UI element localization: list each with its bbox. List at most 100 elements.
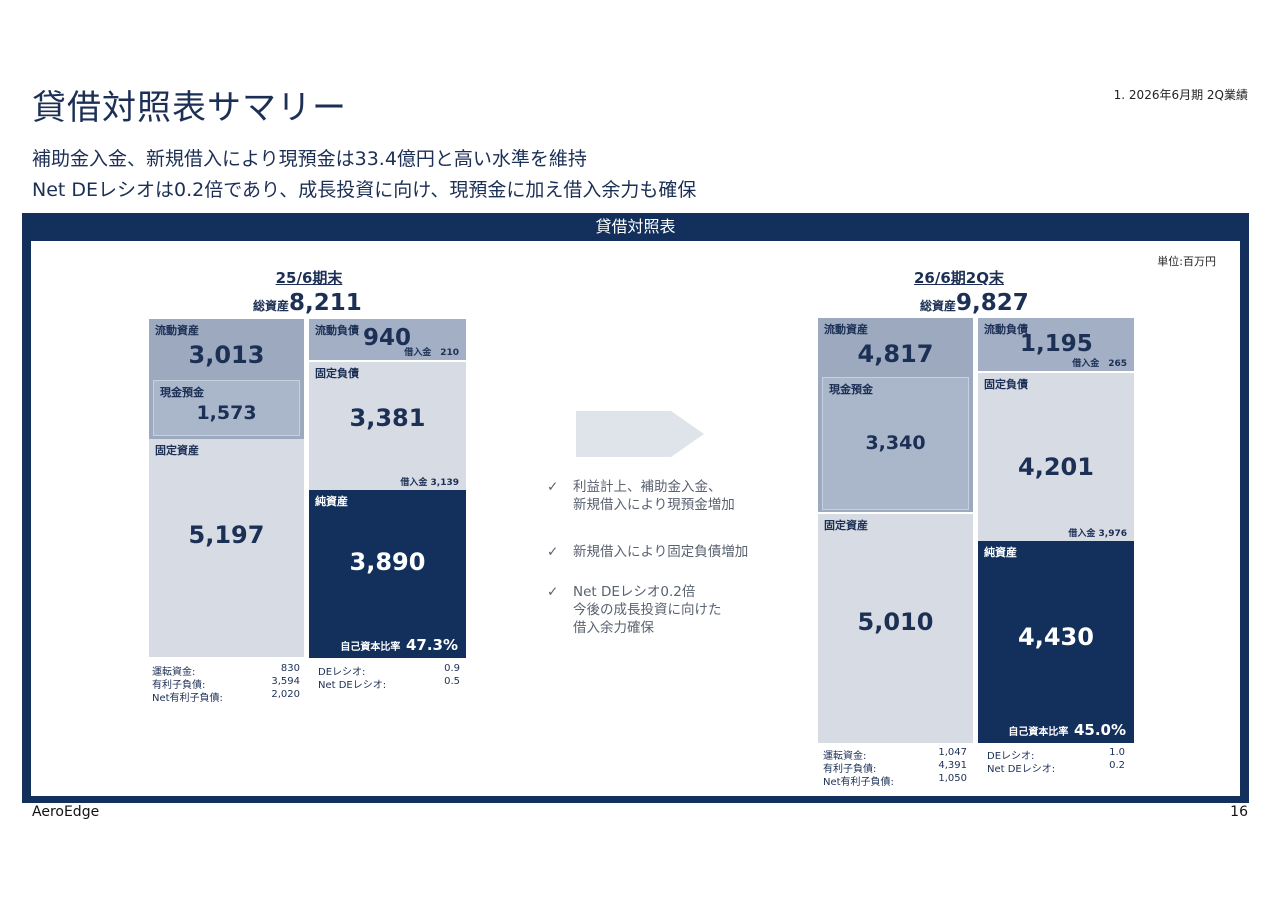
left-fixed-borrowings: 借入金 3,139	[400, 478, 459, 488]
left-fixed-liabilities-block: 固定負債 3,381 借入金 3,139	[309, 362, 466, 490]
metric-label: Net有利子負債:	[823, 777, 894, 788]
right-fixed-borrowings: 借入金 3,976	[1068, 529, 1127, 539]
metric-label: 運転資金:	[823, 751, 867, 762]
right-metrics-debt: 運転資金: 1,047 有利子負債: 4,391 Net有利子負債: 1,050	[823, 747, 967, 788]
metric-row: Net DEレシオ: 0.2	[987, 760, 1125, 775]
left-current-liabilities-label: 流動負債	[315, 324, 359, 337]
left-equity-ratio-value: 47.3%	[405, 636, 458, 654]
metric-value: 3,594	[271, 676, 300, 687]
metric-value: 1.0	[1109, 747, 1125, 758]
left-fixed-liabilities-label: 固定負債	[315, 367, 359, 380]
right-cash-label: 現金預金	[829, 383, 873, 396]
metric-value: 0.5	[444, 676, 460, 687]
left-metrics-ratio: DEレシオ: 0.9 Net DEレシオ: 0.5	[318, 663, 460, 691]
right-period-label: 26/6期2Q末	[914, 269, 1004, 287]
point-item-3: ✓ Net DEレシオ0.2倍 今後の成長投資に向けた 借入余力確保	[547, 583, 722, 637]
left-equity-ratio: 自己資本比率 47.3%	[340, 635, 458, 654]
right-fixed-liabilities-block: 固定負債 4,201 借入金 3,976	[978, 373, 1134, 541]
metric-label: 有利子負債:	[823, 764, 877, 775]
page-title: 貸借対照表サマリー	[32, 88, 347, 128]
check-icon: ✓	[547, 544, 559, 560]
left-fixed-assets-label: 固定資産	[155, 444, 199, 457]
right-total-assets: 総資産9,827	[920, 290, 1029, 316]
metric-row: Net有利子負債: 2,020	[152, 689, 300, 704]
right-current-assets-value: 4,817	[857, 340, 934, 368]
left-cash-value: 1,573	[196, 402, 257, 424]
metric-row: 有利子負債: 4,391	[823, 760, 967, 775]
right-arrow-icon	[576, 411, 704, 457]
right-equity-ratio-value: 45.0%	[1073, 721, 1126, 739]
right-cash-value: 3,340	[865, 432, 926, 454]
point-text: Net DEレシオ0.2倍 今後の成長投資に向けた 借入余力確保	[573, 584, 722, 636]
left-current-assets-value: 3,013	[188, 341, 265, 369]
right-fixed-assets-label: 固定資産	[824, 519, 868, 532]
right-net-assets-block: 純資産 4,430 自己資本比率 45.0%	[978, 541, 1134, 743]
left-cash-block: 現金預金 1,573	[153, 380, 300, 436]
panel-body: 単位:百万円 25/6期末 総資産8,211 流動資産 3,013 現金預金 1…	[31, 241, 1240, 796]
left-total-assets: 総資産8,211	[253, 290, 362, 316]
point-item-2: ✓ 新規借入により固定負債増加	[547, 543, 748, 561]
left-period-label: 25/6期末	[275, 269, 343, 287]
metric-label: DEレシオ:	[987, 751, 1035, 762]
right-cash-block: 現金預金 3,340	[822, 377, 969, 510]
right-total-assets-value: 9,827	[956, 290, 1029, 316]
metric-label: 運転資金:	[152, 667, 196, 678]
right-fixed-liabilities-label: 固定負債	[984, 378, 1028, 391]
metric-value: 1,050	[938, 773, 967, 784]
metric-label: Net DEレシオ:	[318, 680, 387, 691]
check-icon: ✓	[547, 584, 559, 600]
left-fixed-assets-block: 固定資産 5,197	[149, 439, 304, 657]
left-metrics-debt: 運転資金: 830 有利子負債: 3,594 Net有利子負債: 2,020	[152, 663, 300, 704]
subtitle-line-2: Net DEレシオは0.2倍であり、成長投資に向け、現預金に加え借入余力も確保	[32, 179, 697, 201]
point-text: 利益計上、補助金入金、 新規借入により現預金増加	[573, 479, 735, 513]
right-current-liabilities-block: 流動負債 1,195 借入金 265	[978, 318, 1134, 371]
metric-label: 有利子負債:	[152, 680, 206, 691]
metric-value: 4,391	[938, 760, 967, 771]
right-metrics-ratio: DEレシオ: 1.0 Net DEレシオ: 0.2	[987, 747, 1125, 775]
left-cash-label: 現金預金	[160, 386, 204, 399]
metric-value: 1,047	[938, 747, 967, 758]
metric-row: Net DEレシオ: 0.5	[318, 676, 460, 691]
left-net-assets-value: 3,890	[349, 548, 426, 576]
page-number: 16	[1230, 804, 1248, 820]
left-fixed-liabilities-value: 3,381	[349, 404, 426, 432]
right-fixed-liabilities-value: 4,201	[1018, 453, 1094, 481]
footer-company-name: AeroEdge	[32, 804, 100, 820]
metric-value: 0.2	[1109, 760, 1125, 771]
check-icon: ✓	[547, 479, 559, 495]
metric-label: DEレシオ:	[318, 667, 366, 678]
metric-row: DEレシオ: 0.9	[318, 663, 460, 678]
metric-row: Net有利子負債: 1,050	[823, 773, 967, 788]
right-current-liabilities-label: 流動負債	[984, 323, 1028, 336]
metric-row: DEレシオ: 1.0	[987, 747, 1125, 762]
subtitle-line-1: 補助金入金、新規借入により現預金は33.4億円と高い水準を維持	[32, 148, 587, 170]
metric-row: 有利子負債: 3,594	[152, 676, 300, 691]
metric-row: 運転資金: 830	[152, 663, 300, 678]
balance-sheet-panel: 貸借対照表 単位:百万円 25/6期末 総資産8,211 流動資産 3,013 …	[22, 213, 1249, 803]
metric-row: 運転資金: 1,047	[823, 747, 967, 762]
metric-label: Net DEレシオ:	[987, 764, 1056, 775]
right-fixed-assets-value: 5,010	[857, 608, 934, 636]
left-total-assets-value: 8,211	[289, 290, 362, 316]
right-total-assets-label: 総資産	[920, 299, 957, 313]
section-reference: 1. 2026年6月期 2Q業績	[1113, 88, 1248, 102]
left-net-assets-block: 純資産 3,890 自己資本比率 47.3%	[309, 490, 466, 658]
right-current-assets-label: 流動資産	[824, 323, 868, 336]
right-equity-ratio-label: 自己資本比率	[1008, 727, 1069, 738]
left-total-assets-label: 総資産	[253, 299, 290, 313]
left-net-assets-label: 純資産	[315, 495, 348, 508]
metric-value: 830	[280, 663, 300, 674]
right-current-liabilities-value: 1,195	[1020, 331, 1093, 357]
right-net-assets-value: 4,430	[1018, 623, 1094, 651]
panel-title: 貸借対照表	[595, 217, 676, 236]
metric-label: Net有利子負債:	[152, 693, 223, 704]
right-net-assets-label: 純資産	[984, 546, 1017, 559]
right-fixed-assets-block: 固定資産 5,010	[818, 514, 973, 743]
unit-label: 単位:百万円	[1157, 255, 1216, 268]
point-item-1: ✓ 利益計上、補助金入金、 新規借入により現預金増加	[547, 478, 735, 514]
metric-value: 0.9	[444, 663, 460, 674]
left-fixed-assets-value: 5,197	[188, 521, 265, 549]
left-current-borrowings: 借入金 210	[404, 348, 459, 358]
metric-value: 2,020	[271, 689, 300, 700]
left-current-liabilities-block: 流動負債 940 借入金 210	[309, 319, 466, 360]
